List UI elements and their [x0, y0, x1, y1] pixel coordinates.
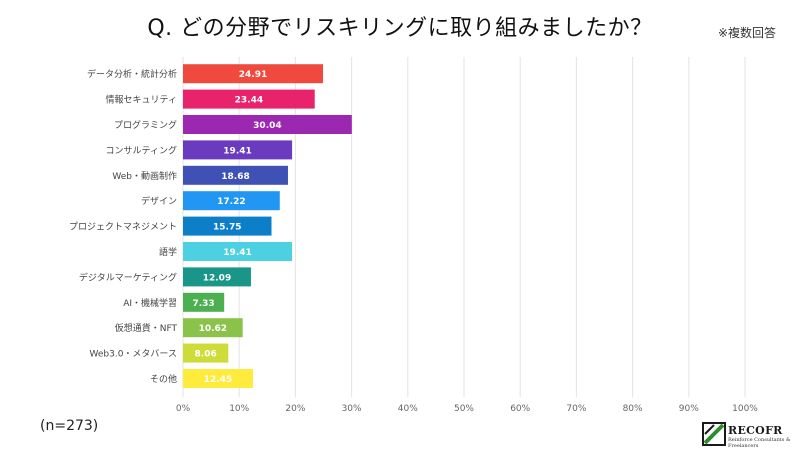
bar — [183, 267, 251, 287]
bar — [183, 191, 280, 211]
bar — [183, 216, 272, 236]
value-label: 17.22 — [217, 197, 245, 207]
value-label: 30.04 — [253, 121, 281, 131]
bar — [183, 318, 243, 338]
category-label: Web3.0・メタバース — [90, 349, 178, 360]
category-label: デザイン — [141, 195, 177, 207]
x-tick-label: 50% — [454, 404, 474, 414]
value-label: 19.41 — [223, 248, 251, 258]
category-label: プログラミング — [114, 119, 177, 131]
category-label: Web・動画制作 — [112, 170, 177, 182]
category-label: プロジェクトマネジメント — [69, 222, 177, 233]
value-label: 24.91 — [239, 70, 267, 80]
category-label: AI・機械学習 — [123, 297, 177, 309]
x-tick-label: 80% — [623, 404, 643, 414]
value-label: 19.41 — [223, 146, 251, 156]
bar — [183, 165, 288, 185]
value-label: 10.62 — [199, 324, 227, 334]
category-label: コンサルティング — [106, 144, 177, 156]
x-tick-label: 20% — [285, 404, 305, 414]
value-label: 12.45 — [204, 375, 232, 385]
x-tick-label: 0% — [176, 404, 191, 414]
logo-name: RECOFR — [728, 424, 783, 437]
bar — [183, 369, 253, 388]
category-label: その他 — [150, 373, 177, 385]
bar — [183, 89, 315, 109]
value-label: 15.75 — [213, 223, 241, 233]
value-label: 12.09 — [203, 273, 231, 283]
bar — [183, 115, 352, 134]
recofr-logo: RECOFR Reinforce Consultants & Freelance… — [702, 422, 794, 454]
logo-subtitle: Reinforce Consultants & Freelancers — [728, 437, 791, 449]
value-label: 8.06 — [195, 350, 217, 360]
bar — [183, 140, 293, 160]
category-label: 情報セキュリティ — [106, 94, 177, 106]
x-tick-label: 90% — [679, 404, 699, 414]
x-tick-label: 10% — [229, 404, 249, 414]
bar — [183, 242, 293, 261]
bar — [183, 292, 225, 312]
category-label: データ分析・統計分析 — [87, 68, 177, 80]
x-tick-label: 30% — [342, 404, 362, 414]
category-label: 語学 — [159, 246, 177, 258]
sample-size: (n=273) — [40, 418, 99, 434]
category-label: デジタルマーケティング — [79, 271, 177, 283]
bar — [183, 64, 323, 84]
bar — [183, 343, 229, 363]
x-tick-label: 70% — [566, 404, 586, 414]
value-label: 18.68 — [221, 172, 249, 182]
recofr-logo-icon — [702, 422, 726, 446]
x-tick-label: 100% — [732, 404, 758, 414]
multiple-answer-note: ※複数回答 — [717, 26, 776, 40]
x-tick-label: 40% — [398, 404, 418, 414]
value-label: 7.33 — [192, 299, 214, 309]
category-label: 仮想通貨・NFT — [115, 322, 178, 334]
value-label: 23.44 — [235, 96, 263, 106]
chart-title: Q. どの分野でリスキリングに取り組みましたか？ — [147, 16, 653, 41]
x-tick-label: 60% — [510, 404, 530, 414]
